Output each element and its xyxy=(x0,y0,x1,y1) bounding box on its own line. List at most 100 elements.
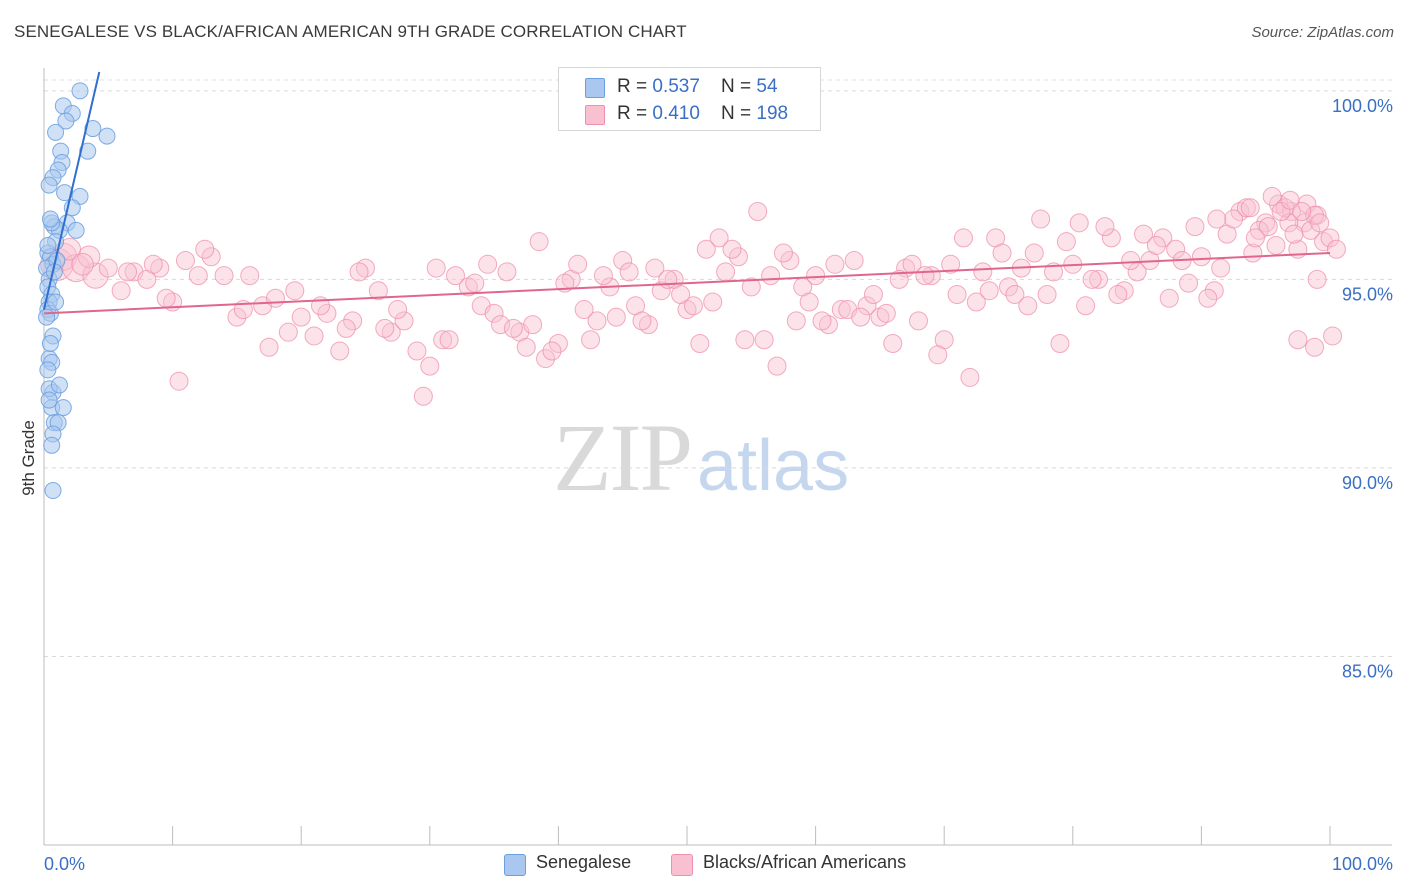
data-point-black xyxy=(671,284,691,304)
data-point-black xyxy=(973,262,993,282)
correlation-legend: R = 0.537 N = 54 R = 0.410 N = 198 xyxy=(558,67,821,131)
data-point-black xyxy=(420,356,440,376)
data-point-senegalese xyxy=(57,112,75,130)
data-point-senegalese xyxy=(41,210,59,228)
data-point-black xyxy=(343,311,363,331)
data-point-black xyxy=(748,202,768,222)
data-point-black xyxy=(1134,224,1154,244)
data-point-black xyxy=(1108,284,1128,304)
data-point-black xyxy=(1191,247,1211,267)
data-point-black xyxy=(703,292,723,312)
data-point-black xyxy=(806,266,826,286)
data-point-black xyxy=(1224,209,1244,229)
x-tick-label: 0.0% xyxy=(44,854,85,874)
data-point-black xyxy=(786,311,806,331)
legend-r-label: R = xyxy=(617,103,653,124)
watermark-zip: ZIP xyxy=(553,404,693,511)
data-point-black xyxy=(1018,296,1038,316)
data-point-black xyxy=(683,296,703,316)
data-point-black xyxy=(889,269,909,289)
data-point-black xyxy=(407,341,427,361)
data-point-black xyxy=(375,318,395,338)
data-point-black xyxy=(433,330,453,350)
bottom-legend-swatch-black xyxy=(671,854,693,876)
data-point-black xyxy=(1323,326,1343,346)
data-point-black xyxy=(317,303,337,323)
data-point-black xyxy=(278,322,298,342)
data-point-black xyxy=(831,300,851,320)
legend-n-value: 198 xyxy=(756,103,789,124)
data-point-senegalese xyxy=(43,436,61,454)
y-tick-label: 85.0% xyxy=(1342,661,1393,681)
data-point-black xyxy=(844,251,864,271)
data-point-black xyxy=(118,262,138,282)
data-point-black xyxy=(857,296,877,316)
data-point-black xyxy=(1211,258,1231,278)
data-point-black xyxy=(111,281,131,301)
data-point-black xyxy=(1245,228,1265,248)
data-point-black xyxy=(330,341,350,361)
data-point-black xyxy=(156,288,176,308)
legend-swatch-senegalese xyxy=(585,78,605,98)
data-point-black xyxy=(581,330,601,350)
data-point-black xyxy=(491,315,511,335)
data-point-black xyxy=(780,251,800,271)
data-point-black xyxy=(1288,330,1308,350)
legend-r-value: 0.537 xyxy=(652,76,700,97)
data-point-black xyxy=(735,330,755,350)
data-point-senegalese xyxy=(84,120,102,138)
data-point-black xyxy=(696,239,716,259)
data-point-black xyxy=(143,254,163,274)
data-point-black xyxy=(761,266,781,286)
data-point-black xyxy=(1284,224,1304,244)
data-point-senegalese xyxy=(39,236,57,254)
data-point-black xyxy=(1082,269,1102,289)
data-point-black xyxy=(542,341,562,361)
data-point-black xyxy=(169,371,189,391)
data-point-black xyxy=(619,262,639,282)
data-point-senegalese xyxy=(41,334,59,352)
data-point-senegalese xyxy=(79,142,97,160)
data-point-black xyxy=(568,254,588,274)
data-point-black xyxy=(1279,213,1299,233)
data-point-black xyxy=(98,258,118,278)
data-point-senegalese xyxy=(40,176,58,194)
data-point-black xyxy=(394,311,414,331)
data-point-senegalese xyxy=(71,82,89,100)
data-point-black xyxy=(593,266,613,286)
data-point-black xyxy=(1262,186,1282,206)
data-point-black xyxy=(928,345,948,365)
data-point-black xyxy=(799,292,819,312)
data-point-black xyxy=(265,288,285,308)
data-point-black xyxy=(188,266,208,286)
data-point-black xyxy=(291,307,311,327)
data-point-black xyxy=(908,311,928,331)
data-point-black xyxy=(1326,239,1346,259)
data-point-senegalese xyxy=(39,361,57,379)
trendline-senegalese xyxy=(43,71,101,310)
source-credit: Source: ZipAtlas.com xyxy=(1251,24,1394,41)
data-point-black xyxy=(1101,228,1121,248)
data-point-black xyxy=(632,311,652,331)
data-point-black xyxy=(651,281,671,301)
data-point-black xyxy=(1230,202,1250,222)
legend-r-value: 0.410 xyxy=(652,103,700,124)
data-point-black xyxy=(870,307,890,327)
data-point-black xyxy=(690,333,710,353)
data-point-black xyxy=(574,300,594,320)
data-point-black xyxy=(497,262,517,282)
data-point-black xyxy=(587,311,607,331)
data-point-black xyxy=(1069,213,1089,233)
data-point-black xyxy=(368,281,388,301)
data-point-black xyxy=(1204,281,1224,301)
data-point-black xyxy=(716,262,736,282)
data-point-black xyxy=(1179,273,1199,293)
data-point-black xyxy=(773,243,793,263)
data-point-black xyxy=(548,333,568,353)
data-point-black xyxy=(979,281,999,301)
y-tick-label: 90.0% xyxy=(1342,473,1393,493)
data-point-black xyxy=(1292,202,1312,222)
x-tick-label: 100.0% xyxy=(1332,854,1393,874)
data-point-black xyxy=(214,266,234,286)
data-point-black xyxy=(999,277,1018,297)
